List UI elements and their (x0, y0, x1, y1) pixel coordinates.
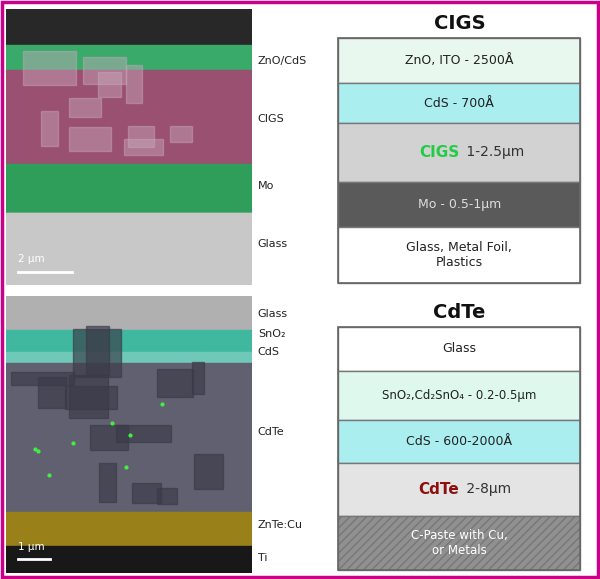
Text: C-Paste with Cu,
or Metals: C-Paste with Cu, or Metals (411, 529, 508, 557)
Bar (338, 463, 580, 516)
Bar (6, 545, 252, 573)
Bar (69, 98, 101, 118)
Bar (6, 512, 252, 545)
Text: Mo: Mo (258, 181, 274, 191)
Text: CIGS: CIGS (434, 14, 485, 32)
Bar (338, 227, 580, 283)
Bar (170, 126, 193, 142)
Bar (128, 126, 154, 147)
Bar (124, 139, 163, 155)
Bar (99, 463, 116, 502)
Bar (194, 454, 223, 489)
Bar (157, 489, 177, 504)
Text: 1 μm: 1 μm (18, 542, 45, 552)
Text: Ti: Ti (258, 553, 267, 563)
Text: CIGS: CIGS (419, 145, 460, 160)
Text: CdTe: CdTe (419, 482, 460, 497)
Text: SnO₂: SnO₂ (258, 329, 285, 339)
Bar (6, 363, 252, 512)
Bar (69, 127, 111, 151)
Text: Glass: Glass (258, 239, 288, 249)
Bar (338, 123, 580, 182)
Bar (6, 69, 252, 164)
Bar (6, 164, 252, 214)
Bar (83, 57, 126, 85)
Bar (86, 326, 109, 375)
Text: 2 μm: 2 μm (18, 254, 45, 264)
Text: Glass, Metal Foil,
Plastics: Glass, Metal Foil, Plastics (406, 241, 512, 269)
Bar (11, 372, 74, 385)
Bar (338, 83, 580, 123)
Bar (192, 362, 204, 394)
Text: Glass: Glass (442, 342, 476, 356)
Text: CIGS: CIGS (258, 115, 284, 124)
Bar (73, 329, 121, 377)
Bar (132, 483, 161, 503)
Text: Mo - 0.5-1μm: Mo - 0.5-1μm (418, 198, 501, 211)
Bar (338, 420, 580, 463)
Bar (116, 425, 172, 442)
Bar (338, 327, 580, 570)
Bar (90, 425, 128, 450)
Text: ZnTe:Cu: ZnTe:Cu (258, 520, 303, 530)
Bar (6, 352, 252, 363)
Bar (126, 65, 142, 103)
Bar (157, 369, 193, 397)
Bar (41, 111, 58, 146)
Bar (338, 182, 580, 227)
Bar (6, 45, 252, 69)
Bar (6, 214, 252, 285)
Bar (23, 51, 76, 85)
Bar (6, 329, 252, 352)
Bar (65, 386, 116, 409)
Bar (6, 214, 252, 285)
Bar (6, 9, 252, 45)
Bar (338, 516, 580, 570)
Bar (338, 38, 580, 83)
Bar (6, 296, 252, 329)
Text: CdTe: CdTe (258, 427, 284, 437)
Bar (98, 72, 121, 97)
Bar (338, 38, 580, 283)
Bar (38, 377, 65, 409)
Text: CdS - 600-2000Å: CdS - 600-2000Å (406, 435, 512, 448)
Text: 1-2.5μm: 1-2.5μm (462, 145, 524, 159)
Text: 2-8μm: 2-8μm (462, 482, 511, 496)
Bar (338, 371, 580, 420)
Text: CdS: CdS (258, 347, 280, 357)
Text: ZnO, ITO - 2500Å: ZnO, ITO - 2500Å (405, 54, 514, 67)
Text: Glass: Glass (258, 309, 288, 320)
Text: SnO₂,Cd₂SnO₄ - 0.2-0.5μm: SnO₂,Cd₂SnO₄ - 0.2-0.5μm (382, 389, 536, 401)
Bar (338, 327, 580, 371)
Text: ZnO/CdS: ZnO/CdS (258, 56, 307, 66)
Text: CdS - 700Å: CdS - 700Å (424, 97, 494, 109)
Text: CdTe: CdTe (433, 303, 485, 321)
Bar (68, 375, 107, 417)
